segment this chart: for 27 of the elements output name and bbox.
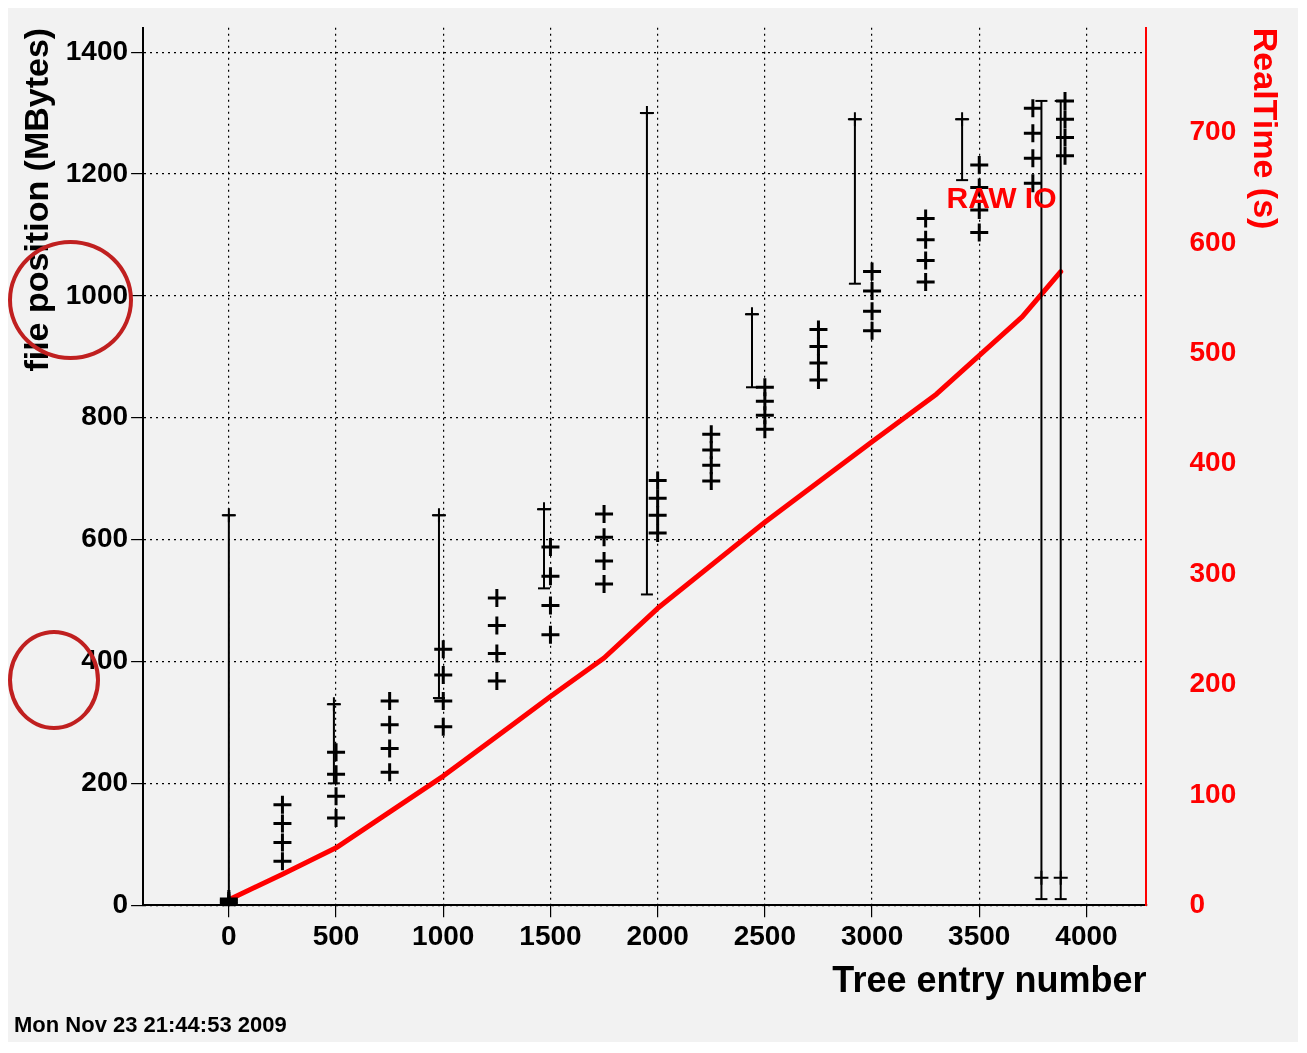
y-tick-label: 200 — [81, 766, 129, 798]
y2-tick-label: 500 — [1189, 336, 1237, 368]
x-tick-label: 2000 — [626, 919, 689, 951]
y2-tick-label: 600 — [1189, 225, 1237, 257]
y-tick-label: 800 — [81, 400, 129, 432]
x-tick-label: 4000 — [1055, 919, 1118, 951]
x-tick-label: 3000 — [840, 919, 904, 951]
x-tick-label: 1000 — [412, 919, 475, 951]
y2-tick-label: 300 — [1189, 556, 1237, 588]
y-tick-label: 1200 — [65, 156, 129, 188]
x-tick-label: 1500 — [519, 919, 582, 951]
x-tick-label: 3500 — [948, 919, 1011, 951]
x-tick-label: 0 — [221, 919, 237, 951]
y-tick-label: 0 — [112, 887, 129, 919]
y2-tick-label: 200 — [1189, 667, 1237, 699]
text: Mon Nov 23 21:44:53 2009 — [13, 1011, 288, 1039]
y-tick-label: 600 — [81, 522, 129, 554]
y2-axis-title: RealTime (s) — [1247, 27, 1286, 230]
x-axis-title: Tree entry number — [832, 959, 1147, 1001]
y2-tick-label: 100 — [1189, 777, 1237, 809]
y2-tick-label: 700 — [1189, 115, 1237, 147]
y2-tick-label: 400 — [1189, 446, 1237, 478]
y-tick-label: 1000 — [65, 278, 129, 310]
y-tick-label: 1400 — [65, 34, 129, 66]
x-tick-label: 2500 — [733, 919, 796, 951]
x-tick-label: 500 — [312, 919, 360, 951]
y2-tick-label: 0 — [1189, 887, 1206, 919]
